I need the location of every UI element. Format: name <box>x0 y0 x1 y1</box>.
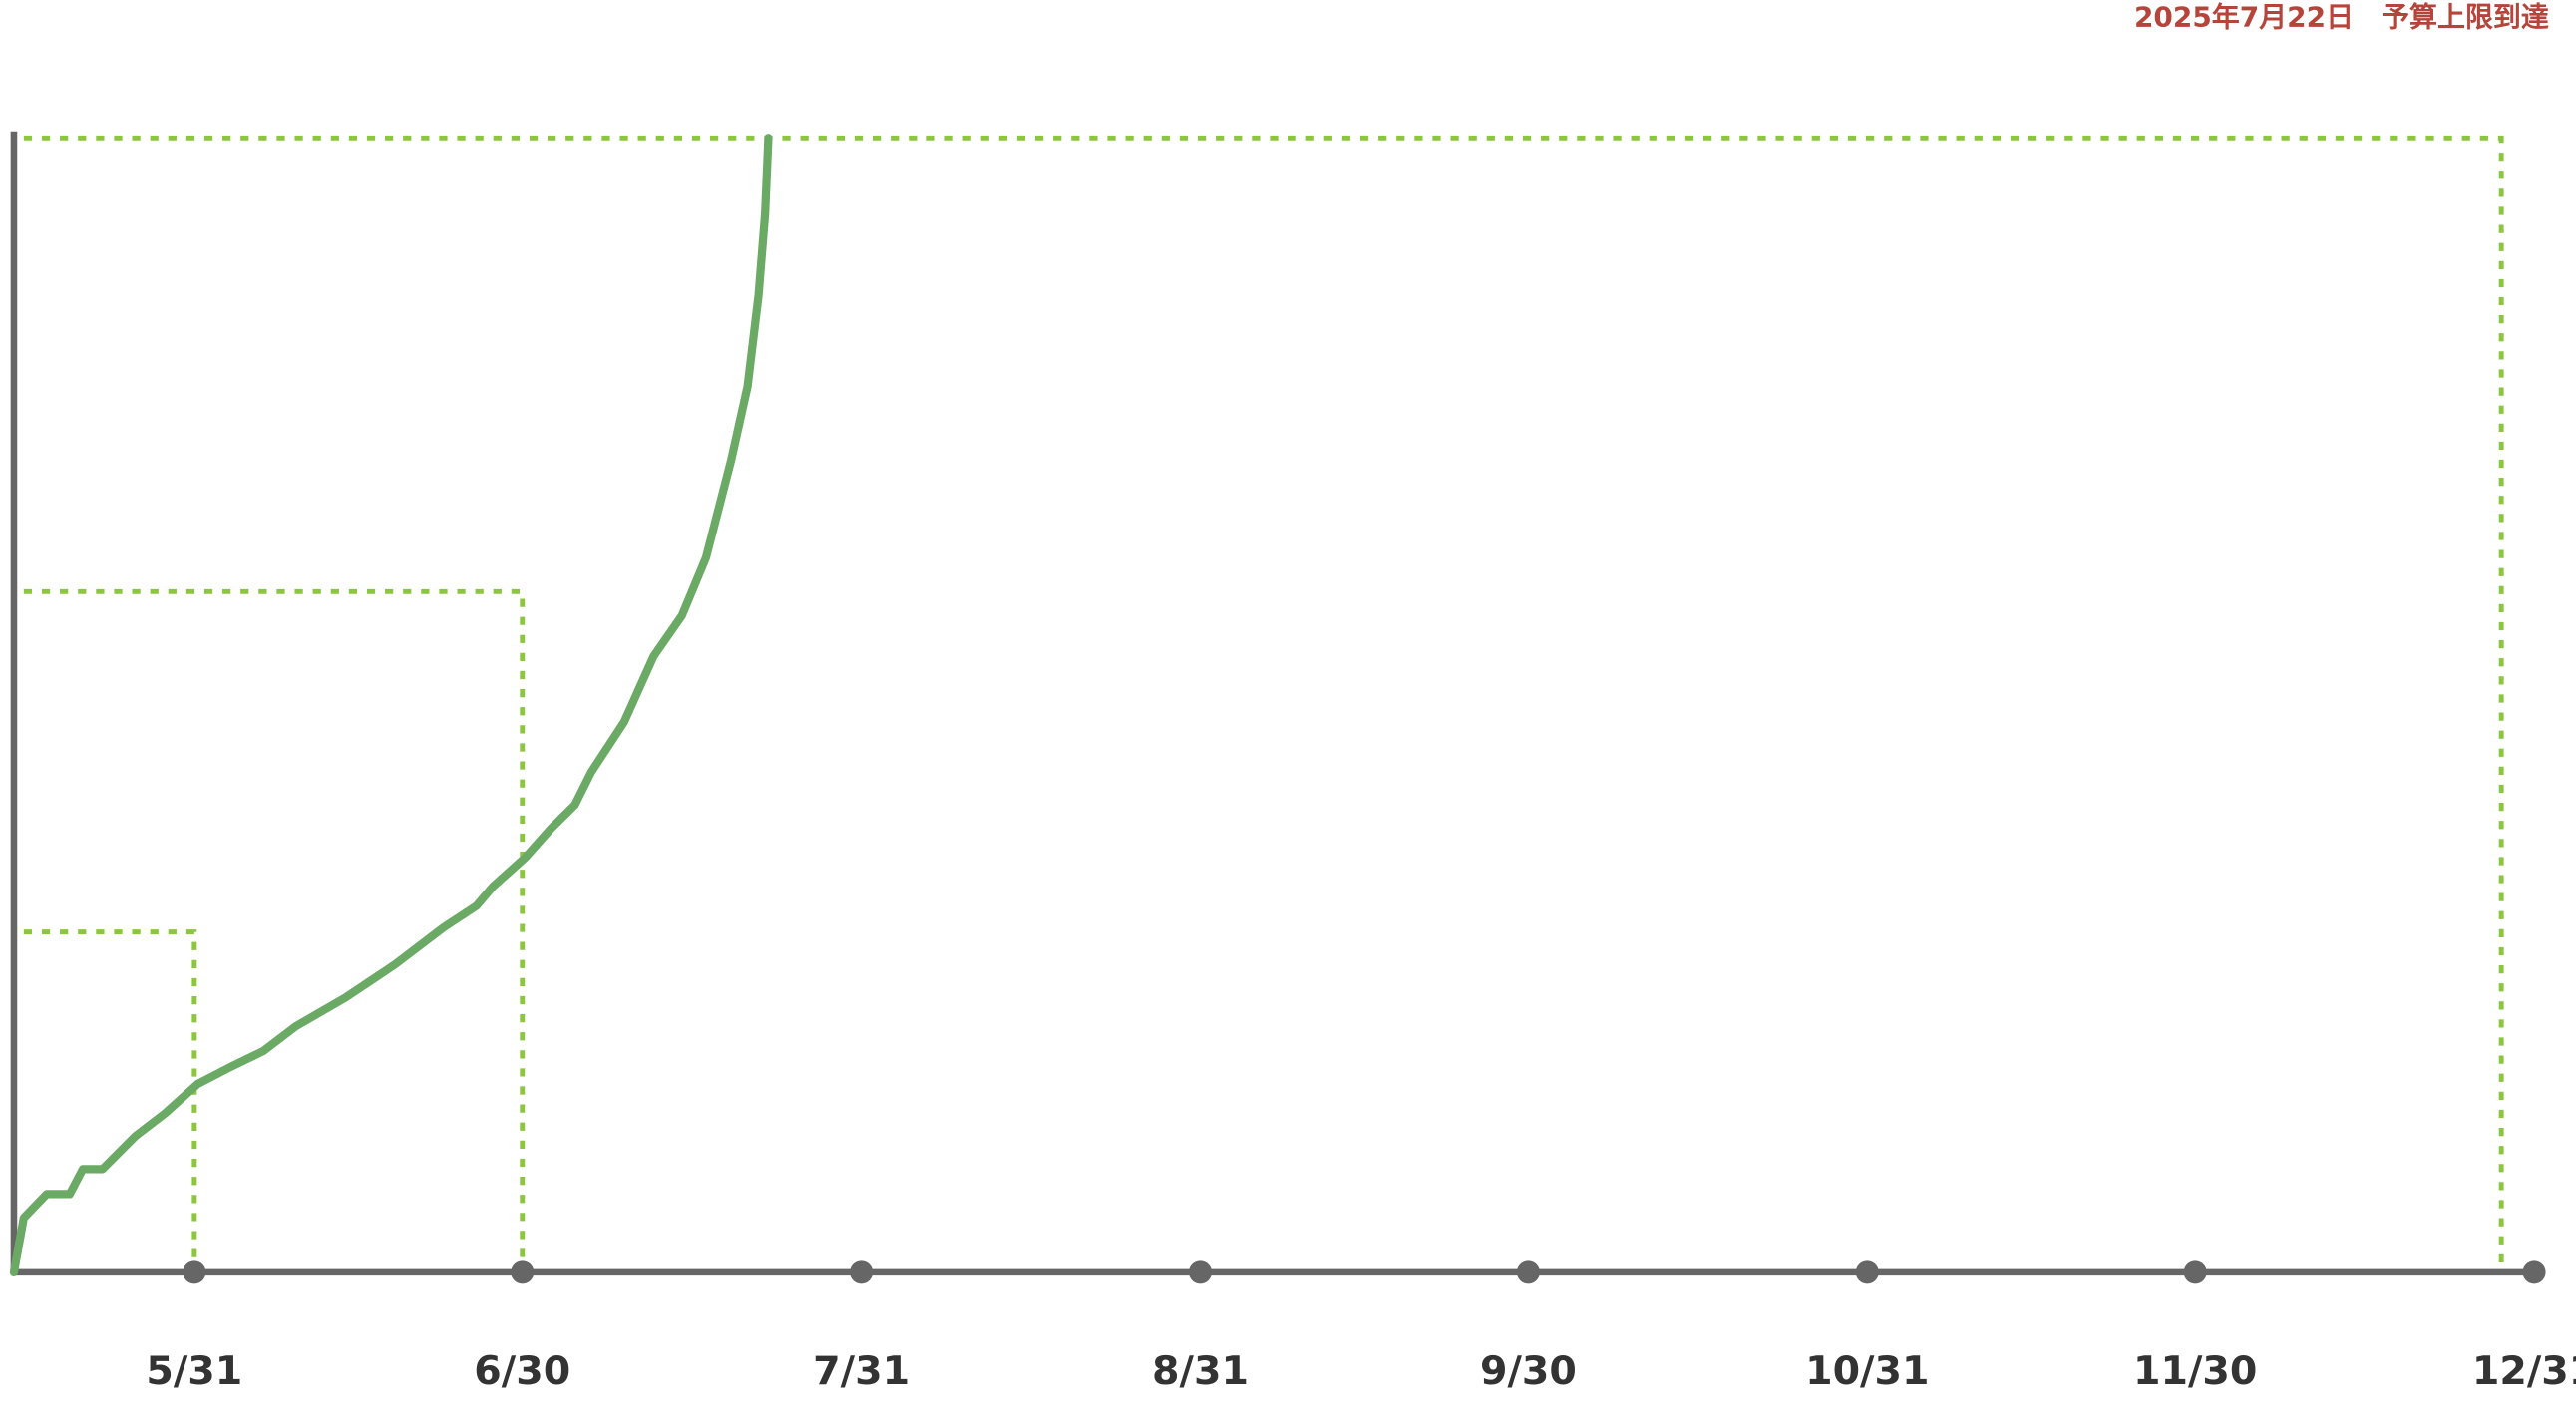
x-tick-dot <box>183 1260 206 1284</box>
budget-threshold <box>23 588 526 1272</box>
x-tick-label: 10/31 <box>1805 1348 1929 1394</box>
x-tick-dot <box>850 1260 874 1284</box>
x-tick-label: 12/31 <box>2472 1348 2576 1394</box>
x-tick-label: 6/30 <box>474 1348 570 1394</box>
x-tick-dot <box>511 1260 535 1284</box>
x-tick-label: 11/30 <box>2133 1348 2257 1394</box>
x-tick-label: 5/31 <box>146 1348 242 1394</box>
x-tick-dot <box>2183 1260 2207 1284</box>
x-tick-dot <box>2522 1260 2546 1284</box>
annotation: 2025年7月22日 予算上限到達 <box>2134 0 2549 33</box>
x-tick-dot <box>1188 1260 1213 1284</box>
x-tick-label: 8/31 <box>1152 1348 1249 1394</box>
budget-threshold <box>23 135 2504 1272</box>
x-tick-label: 9/30 <box>1480 1348 1577 1394</box>
line-series <box>9 134 773 1277</box>
x-tick-dot <box>1855 1260 1879 1284</box>
x-tick-label: 7/31 <box>813 1348 910 1394</box>
x-tick-dot <box>1516 1260 1540 1284</box>
budget-threshold <box>23 929 197 1272</box>
